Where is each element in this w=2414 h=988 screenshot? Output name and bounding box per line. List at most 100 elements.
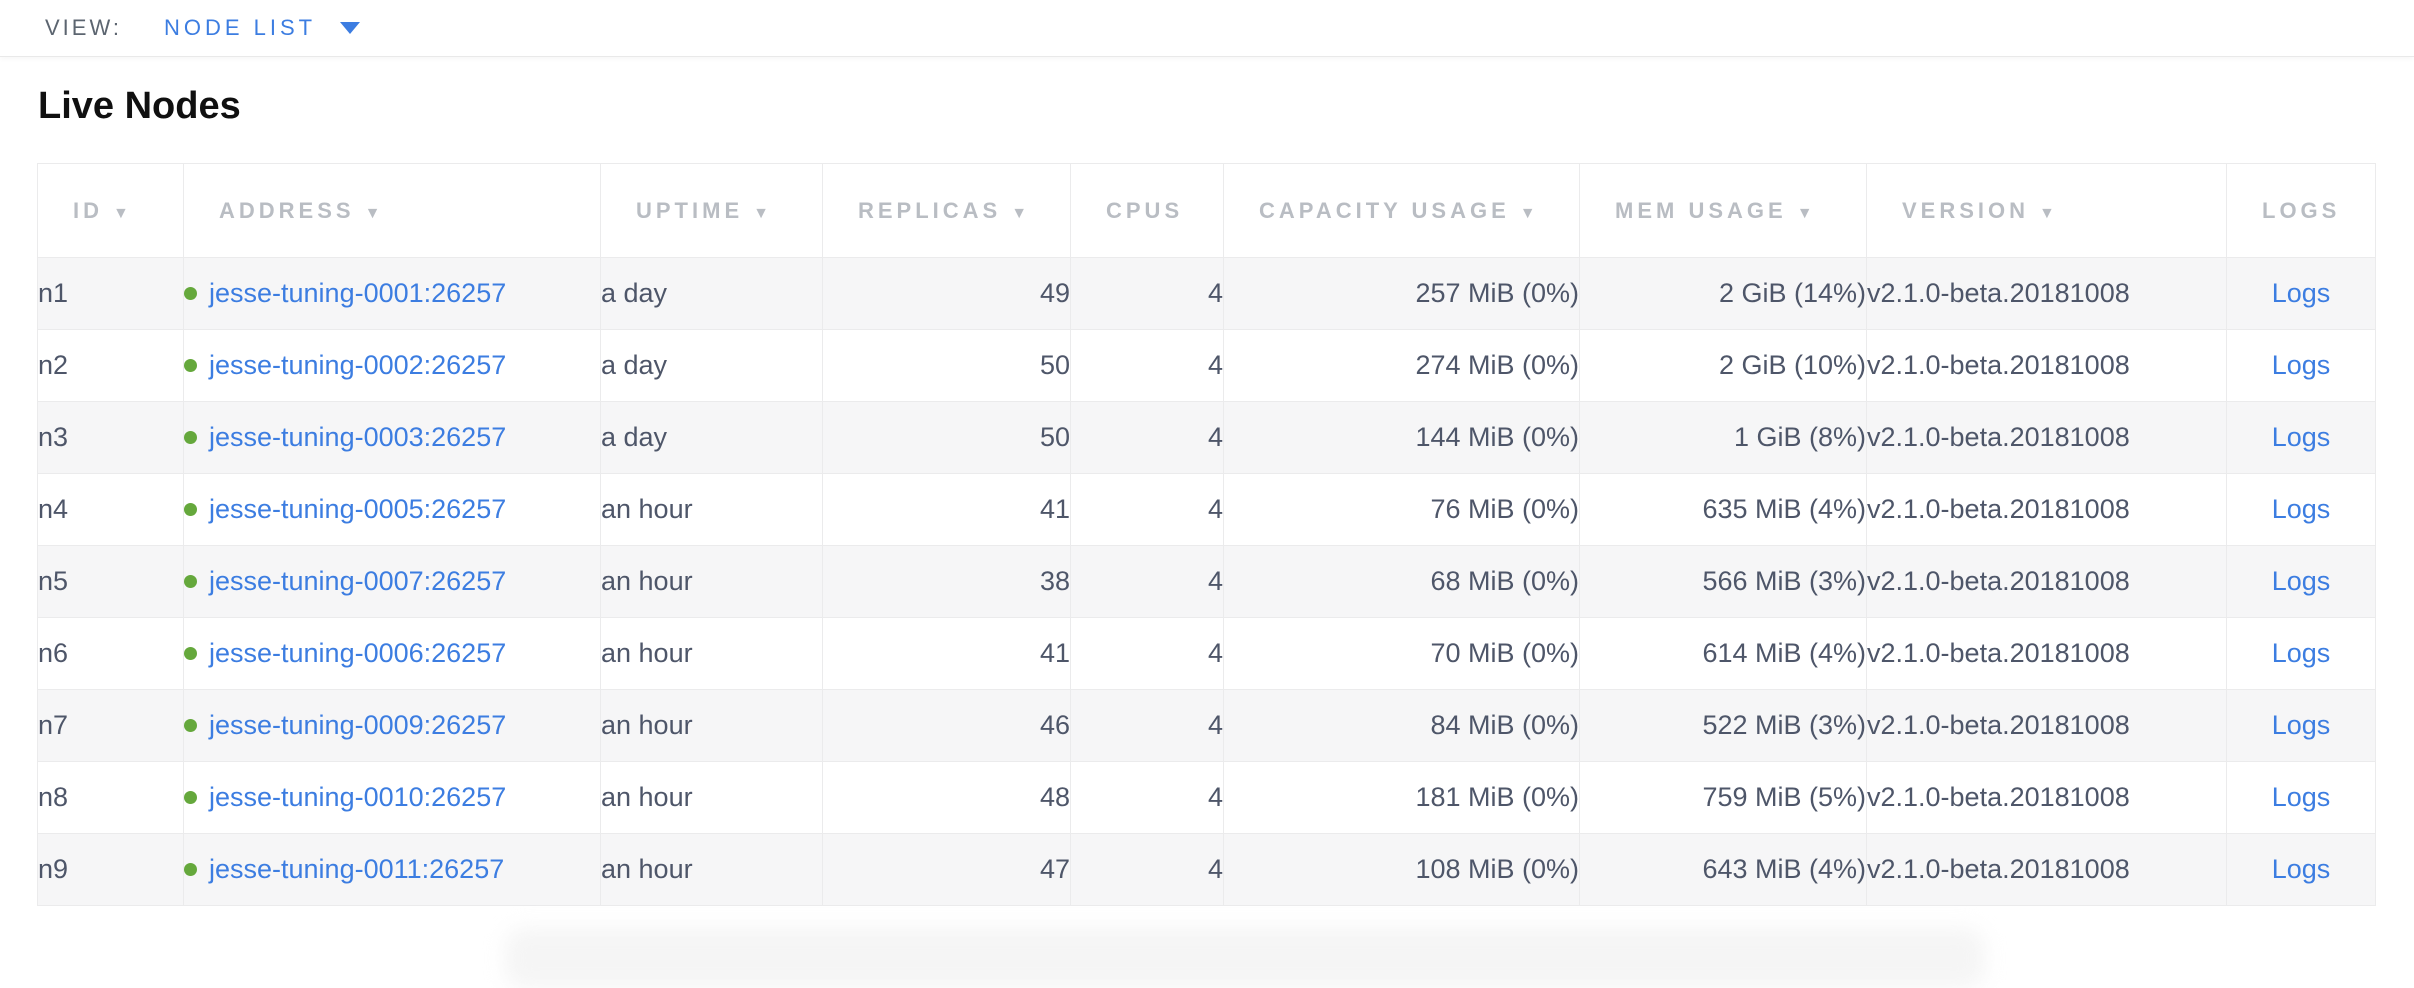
column-header-cpus: CPUS [1071, 164, 1224, 258]
column-header-version[interactable]: VERSION ▼ [1867, 164, 2227, 258]
column-header-label: REPLICAS [858, 198, 1001, 223]
cell-address: jesse-tuning-0010:26257 [184, 762, 601, 834]
cell-cpus: 4 [1071, 690, 1224, 762]
cell-uptime: an hour [601, 546, 823, 618]
view-selector-dropdown[interactable]: NODE LIST [164, 15, 360, 41]
node-live-status-icon [184, 575, 197, 588]
cell-node-id: n8 [38, 762, 184, 834]
cell-capacity-usage: 144 MiB (0%) [1224, 402, 1580, 474]
cell-node-id: n7 [38, 690, 184, 762]
cell-version: v2.1.0-beta.20181008 [1867, 258, 2227, 330]
cell-uptime: an hour [601, 762, 823, 834]
cell-mem-usage: 759 MiB (5%) [1580, 762, 1867, 834]
cell-node-id: n9 [38, 834, 184, 906]
cell-replicas: 41 [823, 474, 1071, 546]
cell-mem-usage: 1 GiB (8%) [1580, 402, 1867, 474]
cell-logs: Logs [2227, 546, 2376, 618]
address-link[interactable]: jesse-tuning-0006:26257 [209, 638, 506, 668]
logs-link[interactable]: Logs [2272, 566, 2331, 596]
cell-replicas: 50 [823, 402, 1071, 474]
cell-node-id: n4 [38, 474, 184, 546]
node-live-status-icon [184, 287, 197, 300]
table-row: n4 jesse-tuning-0005:26257 an hour 41 4 … [38, 474, 2376, 546]
cell-capacity-usage: 84 MiB (0%) [1224, 690, 1580, 762]
cell-cpus: 4 [1071, 762, 1224, 834]
node-live-status-icon [184, 503, 197, 516]
node-live-status-icon [184, 359, 197, 372]
column-header-capacity-usage[interactable]: CAPACITY USAGE▼ [1224, 164, 1580, 258]
address-link[interactable]: jesse-tuning-0005:26257 [209, 494, 506, 524]
chevron-down-icon [340, 22, 360, 34]
page-title: Live Nodes [38, 83, 2414, 129]
logs-link[interactable]: Logs [2272, 278, 2331, 308]
column-header-label: MEM USAGE [1615, 198, 1787, 223]
column-header-label: VERSION [1902, 198, 2029, 223]
cell-capacity-usage: 257 MiB (0%) [1224, 258, 1580, 330]
cell-uptime: a day [601, 402, 823, 474]
column-header-uptime[interactable]: UPTIME▼ [601, 164, 823, 258]
sort-desc-icon: ▼ [365, 205, 381, 222]
cell-replicas: 41 [823, 618, 1071, 690]
cell-node-id: n3 [38, 402, 184, 474]
cell-logs: Logs [2227, 474, 2376, 546]
cell-uptime: an hour [601, 690, 823, 762]
column-header-label: CAPACITY USAGE [1259, 198, 1510, 223]
column-header-id[interactable]: ID▼ [38, 164, 184, 258]
node-live-status-icon [184, 863, 197, 876]
address-link[interactable]: jesse-tuning-0007:26257 [209, 566, 506, 596]
logs-link[interactable]: Logs [2272, 494, 2331, 524]
cell-cpus: 4 [1071, 330, 1224, 402]
address-link[interactable]: jesse-tuning-0011:26257 [209, 854, 504, 884]
table-row: n7 jesse-tuning-0009:26257 an hour 46 4 … [38, 690, 2376, 762]
cell-cpus: 4 [1071, 834, 1224, 906]
cell-capacity-usage: 68 MiB (0%) [1224, 546, 1580, 618]
table-row: n3 jesse-tuning-0003:26257 a day 50 4 14… [38, 402, 2376, 474]
cell-uptime: an hour [601, 834, 823, 906]
sort-desc-icon: ▼ [2039, 205, 2055, 222]
sort-desc-icon: ▼ [113, 205, 129, 222]
cell-node-id: n6 [38, 618, 184, 690]
cell-capacity-usage: 70 MiB (0%) [1224, 618, 1580, 690]
cell-cpus: 4 [1071, 474, 1224, 546]
view-selected-value: NODE LIST [164, 15, 316, 41]
cell-cpus: 4 [1071, 546, 1224, 618]
address-link[interactable]: jesse-tuning-0001:26257 [209, 278, 506, 308]
cell-node-id: n1 [38, 258, 184, 330]
address-link[interactable]: jesse-tuning-0002:26257 [209, 350, 506, 380]
cell-cpus: 4 [1071, 402, 1224, 474]
cell-logs: Logs [2227, 690, 2376, 762]
cell-uptime: a day [601, 330, 823, 402]
cell-address: jesse-tuning-0009:26257 [184, 690, 601, 762]
cell-node-id: n2 [38, 330, 184, 402]
cell-capacity-usage: 274 MiB (0%) [1224, 330, 1580, 402]
logs-link[interactable]: Logs [2272, 854, 2331, 884]
column-header-replicas[interactable]: REPLICAS ▼ [823, 164, 1071, 258]
column-header-label: ADDRESS [219, 198, 355, 223]
column-header-address[interactable]: ADDRESS ▼ [184, 164, 601, 258]
cell-logs: Logs [2227, 402, 2376, 474]
cell-version: v2.1.0-beta.20181008 [1867, 618, 2227, 690]
address-link[interactable]: jesse-tuning-0009:26257 [209, 710, 506, 740]
table-row: n6 jesse-tuning-0006:26257 an hour 41 4 … [38, 618, 2376, 690]
column-header-mem-usage[interactable]: MEM USAGE▼ [1580, 164, 1867, 258]
cell-node-id: n5 [38, 546, 184, 618]
cell-address: jesse-tuning-0003:26257 [184, 402, 601, 474]
logs-link[interactable]: Logs [2272, 710, 2331, 740]
table-row: n2 jesse-tuning-0002:26257 a day 50 4 27… [38, 330, 2376, 402]
logs-link[interactable]: Logs [2272, 638, 2331, 668]
logs-link[interactable]: Logs [2272, 350, 2331, 380]
sort-desc-icon: ▼ [1011, 205, 1027, 222]
cell-logs: Logs [2227, 834, 2376, 906]
cell-logs: Logs [2227, 762, 2376, 834]
view-label: VIEW: [45, 15, 122, 41]
cell-mem-usage: 566 MiB (3%) [1580, 546, 1867, 618]
column-header-label: LOGS [2262, 198, 2340, 223]
cell-cpus: 4 [1071, 618, 1224, 690]
logs-link[interactable]: Logs [2272, 422, 2331, 452]
address-link[interactable]: jesse-tuning-0003:26257 [209, 422, 506, 452]
logs-link[interactable]: Logs [2272, 782, 2331, 812]
address-link[interactable]: jesse-tuning-0010:26257 [209, 782, 506, 812]
node-live-status-icon [184, 431, 197, 444]
cell-mem-usage: 643 MiB (4%) [1580, 834, 1867, 906]
cell-address: jesse-tuning-0002:26257 [184, 330, 601, 402]
